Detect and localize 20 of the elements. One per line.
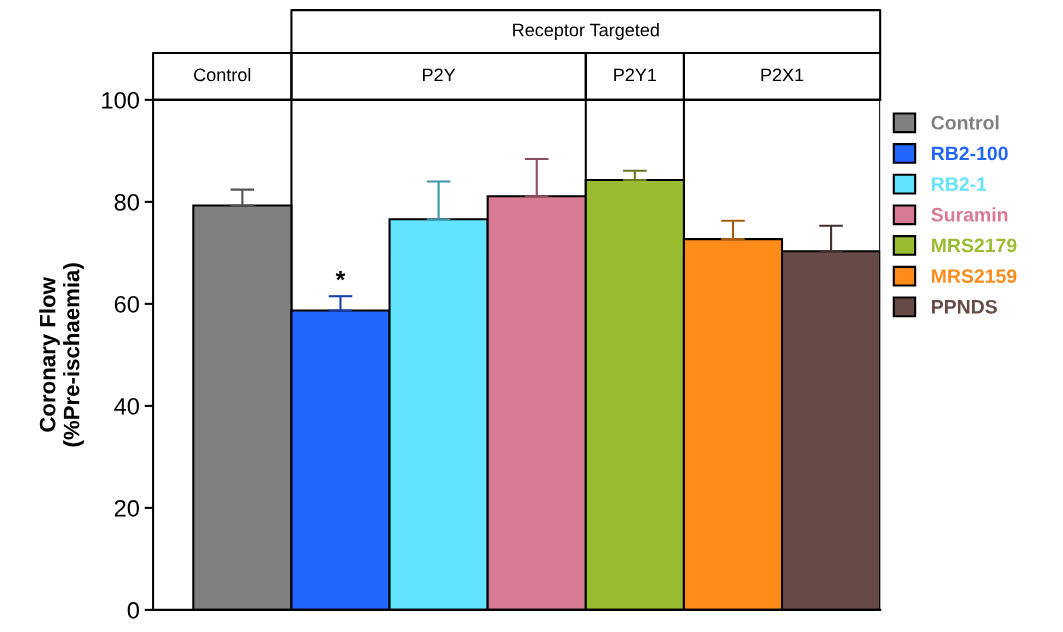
legend-label: RB2-1 — [932, 177, 987, 191]
y-tick-label: 40 — [114, 397, 139, 415]
text: P2Y1 — [614, 68, 657, 82]
legend-label: MRS2179 — [932, 238, 1017, 253]
annotation: * — [335, 271, 346, 281]
legend-label: RB2-100 — [932, 146, 1008, 161]
y-tick-label: 80 — [114, 193, 139, 211]
text: P2X1 — [761, 68, 804, 82]
y-tick-label: 0 — [127, 601, 139, 619]
text: P2Y — [423, 68, 456, 82]
legend-label: MRS2159 — [932, 269, 1017, 283]
y-tick-label: 100 — [102, 91, 139, 109]
text: Control — [194, 67, 251, 82]
y-tick-label: 20 — [114, 499, 139, 517]
legend-label: Suramin — [931, 207, 1008, 222]
legend-label: PPNDS — [932, 299, 997, 314]
y-axis-title: Coronary Flow (%Pre-ischaemia) — [39, 263, 84, 447]
legend-label: Control — [931, 115, 999, 130]
y-tick-label: 60 — [114, 295, 139, 313]
text: Receptor Targeted — [513, 23, 659, 40]
